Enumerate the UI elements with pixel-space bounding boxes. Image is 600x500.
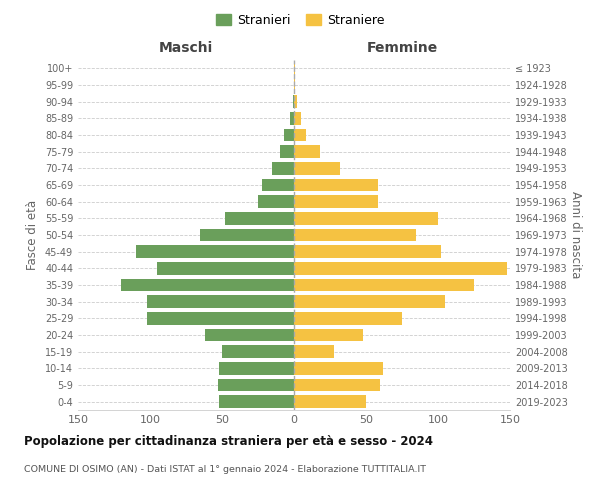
Bar	[294, 79, 295, 92]
Bar	[290, 112, 294, 124]
Bar	[157, 262, 294, 274]
Bar	[294, 62, 295, 74]
Bar	[219, 396, 294, 408]
Bar	[294, 96, 297, 108]
Bar	[205, 329, 294, 341]
Bar	[284, 129, 294, 141]
Bar	[272, 162, 294, 174]
Bar	[222, 346, 294, 358]
Bar	[294, 246, 441, 258]
Legend: Stranieri, Straniere: Stranieri, Straniere	[211, 8, 389, 32]
Y-axis label: Fasce di età: Fasce di età	[26, 200, 39, 270]
Bar	[294, 146, 320, 158]
Bar	[280, 146, 294, 158]
Bar	[294, 179, 377, 192]
Bar	[258, 196, 294, 208]
Bar	[121, 279, 294, 291]
Bar	[294, 196, 377, 208]
Bar	[294, 296, 445, 308]
Bar	[262, 179, 294, 192]
Bar	[294, 279, 474, 291]
Bar	[294, 379, 380, 391]
Bar	[219, 362, 294, 374]
Text: Femmine: Femmine	[367, 41, 437, 55]
Bar	[136, 246, 294, 258]
Text: Popolazione per cittadinanza straniera per età e sesso - 2024: Popolazione per cittadinanza straniera p…	[24, 435, 433, 448]
Bar	[147, 312, 294, 324]
Bar	[294, 229, 416, 241]
Bar	[218, 379, 294, 391]
Bar	[294, 362, 383, 374]
Bar	[294, 329, 363, 341]
Bar	[225, 212, 294, 224]
Bar	[147, 296, 294, 308]
Text: COMUNE DI OSIMO (AN) - Dati ISTAT al 1° gennaio 2024 - Elaborazione TUTTITALIA.I: COMUNE DI OSIMO (AN) - Dati ISTAT al 1° …	[24, 465, 426, 474]
Bar	[294, 262, 507, 274]
Y-axis label: Anni di nascita: Anni di nascita	[569, 192, 581, 278]
Text: Maschi: Maschi	[159, 41, 213, 55]
Bar	[293, 96, 294, 108]
Bar	[294, 129, 305, 141]
Bar	[294, 396, 366, 408]
Bar	[294, 312, 402, 324]
Bar	[294, 212, 438, 224]
Bar	[294, 162, 340, 174]
Bar	[294, 112, 301, 124]
Bar	[200, 229, 294, 241]
Bar	[294, 346, 334, 358]
